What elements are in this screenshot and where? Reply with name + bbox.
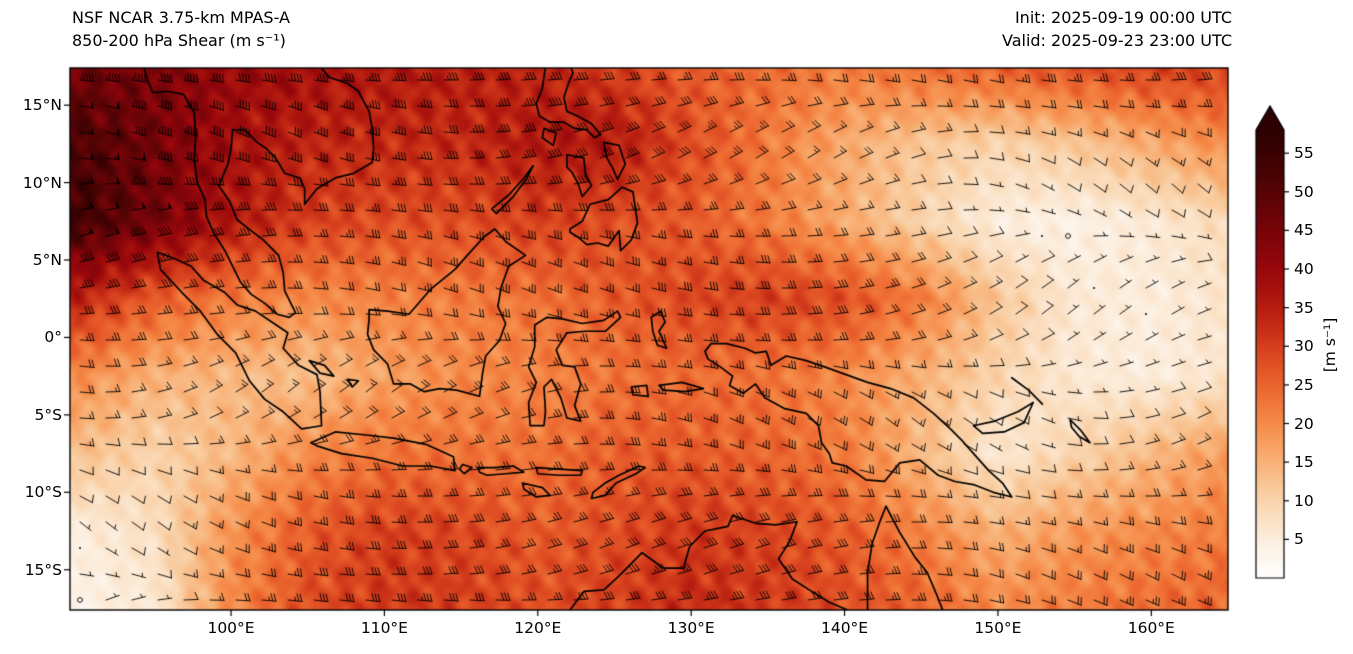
init-time: Init: 2025-09-19 00:00 UTC bbox=[1014, 8, 1232, 27]
colorbar-unit-label: [m s⁻¹] bbox=[1321, 317, 1339, 373]
valid-time: Valid: 2025-09-23 23:00 UTC bbox=[1001, 31, 1232, 50]
plot-titles: NSF NCAR 3.75-km MPAS-A 850-200 hPa Shea… bbox=[72, 6, 290, 52]
run-times: Init: 2025-09-19 00:00 UTC Valid: 2025-0… bbox=[1002, 6, 1232, 52]
field-title: 850-200 hPa Shear (m s⁻¹) bbox=[72, 31, 286, 50]
model-title: NSF NCAR 3.75-km MPAS-A bbox=[72, 8, 290, 27]
